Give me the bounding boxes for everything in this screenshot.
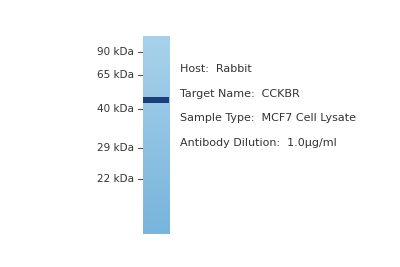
Text: 22 kDa: 22 kDa — [97, 174, 134, 184]
Text: Sample Type:  MCF7 Cell Lysate: Sample Type: MCF7 Cell Lysate — [180, 113, 356, 123]
Text: Antibody Dilution:  1.0µg/ml: Antibody Dilution: 1.0µg/ml — [180, 138, 337, 148]
Text: Target Name:  CCKBR: Target Name: CCKBR — [180, 89, 300, 99]
Text: 90 kDa: 90 kDa — [97, 46, 134, 57]
Text: Host:  Rabbit: Host: Rabbit — [180, 64, 252, 74]
Text: 65 kDa: 65 kDa — [97, 70, 134, 80]
Text: 40 kDa: 40 kDa — [97, 104, 134, 114]
Text: 29 kDa: 29 kDa — [97, 143, 134, 153]
